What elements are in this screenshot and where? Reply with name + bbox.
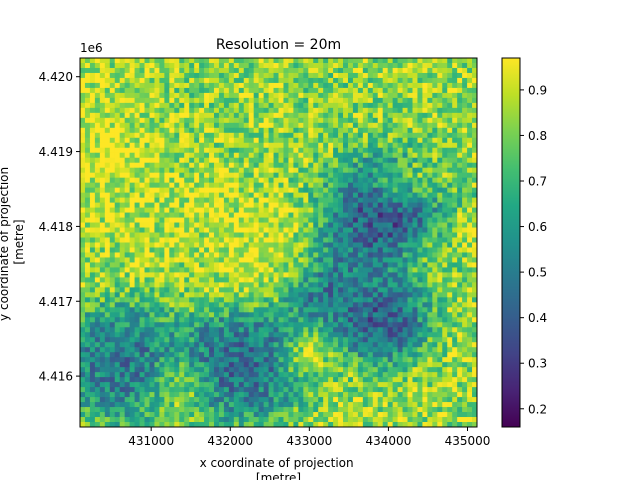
y-tick-label: 4.418 [39, 220, 73, 234]
x-tick-label: 431000 [128, 434, 174, 448]
y-tick-label: 4.420 [39, 70, 73, 84]
y-axis-label-line-1: y coordinate of projection [0, 167, 11, 321]
colorbar-tick-label: 0.4 [528, 311, 547, 325]
y-offset-label: 1e6 [80, 41, 103, 55]
heatmap-image [80, 58, 477, 427]
colorbar [501, 57, 521, 428]
y-axis-label: y coordinate of projection [metre] [0, 163, 26, 321]
colorbar-tick-label: 0.7 [528, 175, 547, 189]
colorbar-tick-label: 0.2 [528, 402, 547, 416]
x-tick-label: 434000 [366, 434, 412, 448]
colorbar-tick-label: 0.3 [528, 357, 547, 371]
x-tick-label: 435000 [445, 434, 491, 448]
y-axis: 4.416 4.417 4.418 4.419 4.420 [39, 70, 80, 384]
colorbar-tick-label: 0.5 [528, 266, 547, 280]
x-axis: 431000 432000 433000 434000 435000 [128, 427, 490, 448]
x-axis-label: x coordinate of projection [metre] [200, 456, 358, 480]
x-tick-label: 433000 [286, 434, 332, 448]
y-tick-label: 4.419 [39, 145, 73, 159]
y-tick-label: 4.417 [39, 295, 73, 309]
y-axis-label-line-2: [metre] [12, 219, 26, 264]
colorbar-tick-label: 0.8 [528, 129, 547, 143]
x-tick-label: 432000 [207, 434, 253, 448]
plot-frame [79, 57, 478, 428]
colorbar-axis: 0.2 0.3 0.4 0.5 0.6 0.7 0.8 0.9 [520, 83, 547, 416]
x-axis-label-line-2: [metre] [256, 471, 301, 480]
y-tick-label: 4.416 [39, 370, 73, 384]
x-axis-label-line-1: x coordinate of projection [200, 456, 354, 470]
colorbar-tick-label: 0.9 [528, 83, 547, 97]
colorbar-tick-label: 0.6 [528, 220, 547, 234]
chart-title: Resolution = 20m [216, 37, 341, 53]
